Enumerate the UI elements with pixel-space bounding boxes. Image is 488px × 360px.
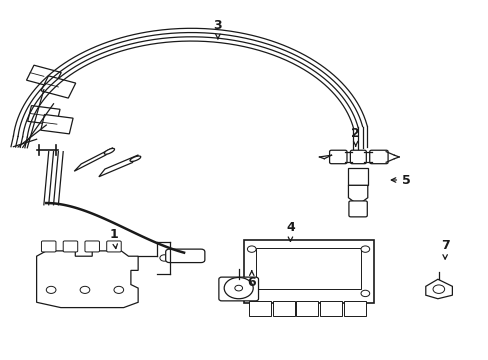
Circle shape (160, 255, 168, 261)
Polygon shape (74, 148, 113, 171)
Circle shape (234, 285, 242, 291)
Polygon shape (99, 155, 138, 177)
Text: 6: 6 (247, 270, 256, 289)
Text: 1: 1 (109, 229, 118, 248)
Polygon shape (28, 105, 60, 125)
FancyBboxPatch shape (243, 239, 373, 303)
Circle shape (247, 290, 256, 297)
FancyBboxPatch shape (255, 248, 361, 289)
FancyBboxPatch shape (369, 150, 387, 164)
Circle shape (360, 246, 369, 252)
Polygon shape (41, 114, 73, 134)
Polygon shape (41, 76, 76, 98)
Text: 7: 7 (440, 239, 448, 259)
Polygon shape (37, 251, 138, 307)
FancyBboxPatch shape (296, 301, 318, 316)
FancyBboxPatch shape (63, 241, 78, 252)
FancyBboxPatch shape (350, 150, 366, 164)
FancyBboxPatch shape (272, 301, 294, 316)
Text: 2: 2 (350, 127, 359, 146)
Polygon shape (425, 279, 451, 299)
Circle shape (432, 285, 444, 293)
Ellipse shape (104, 148, 114, 154)
Polygon shape (348, 168, 367, 185)
Circle shape (360, 290, 369, 297)
Text: 4: 4 (285, 221, 294, 242)
Polygon shape (348, 185, 367, 203)
Text: 3: 3 (213, 19, 222, 39)
FancyBboxPatch shape (329, 150, 346, 164)
Polygon shape (26, 65, 61, 87)
FancyBboxPatch shape (219, 277, 258, 301)
FancyBboxPatch shape (248, 301, 270, 316)
Circle shape (46, 286, 56, 293)
Circle shape (114, 286, 123, 293)
Ellipse shape (130, 156, 141, 161)
FancyBboxPatch shape (106, 241, 121, 252)
FancyBboxPatch shape (319, 301, 342, 316)
FancyBboxPatch shape (85, 241, 99, 252)
FancyBboxPatch shape (165, 249, 204, 262)
FancyBboxPatch shape (348, 201, 366, 217)
FancyBboxPatch shape (343, 301, 365, 316)
FancyBboxPatch shape (41, 241, 56, 252)
Circle shape (247, 246, 256, 252)
Circle shape (224, 278, 253, 299)
Circle shape (80, 286, 90, 293)
Text: 5: 5 (390, 174, 410, 186)
